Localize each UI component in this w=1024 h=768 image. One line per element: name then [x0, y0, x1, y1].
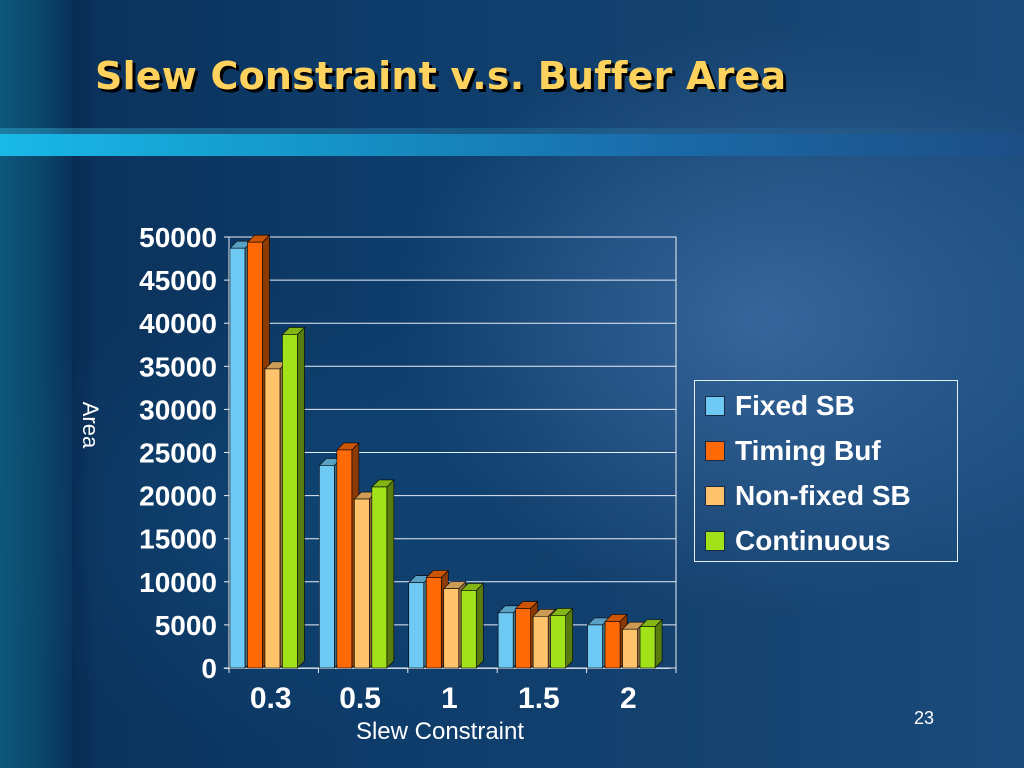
bar-side	[565, 607, 573, 669]
x-tick-label: 0.5	[339, 682, 381, 715]
legend-label: Timing Buf	[735, 435, 881, 466]
x-tick-label: 1.5	[518, 682, 560, 715]
legend-swatch	[705, 531, 725, 551]
bar-continuous-0.3	[282, 334, 298, 669]
y-tick-label: 30000	[139, 394, 217, 425]
chart-legend: Fixed SB Timing Buf Non-fixed SB Continu…	[694, 380, 958, 562]
bar-non-fixed-sb-0.3	[264, 368, 281, 669]
bar-timing-buf-0.3	[247, 241, 263, 669]
bar-non-fixed-sb-1	[443, 588, 460, 669]
bar-continuous-0.5	[371, 486, 388, 669]
page-number: 23	[914, 708, 935, 728]
bar-non-fixed-sb-2	[622, 628, 638, 669]
bar-continuous-1	[460, 590, 477, 669]
bar-side	[654, 618, 663, 669]
y-tick-label: 20000	[139, 481, 217, 512]
legend-swatch	[705, 441, 725, 461]
bar-fixed-sb-1.5	[497, 612, 514, 669]
legend-item-non-fixed-sb: Non-fixed SB	[705, 479, 911, 513]
y-tick-label: 45000	[139, 265, 217, 296]
legend-item-continuous: Continuous	[705, 524, 891, 558]
legend-label: Continuous	[735, 525, 891, 556]
legend-label: Fixed SB	[735, 390, 855, 421]
y-tick-label: 15000	[139, 524, 217, 555]
y-tick-label: 40000	[139, 308, 217, 339]
bar-continuous-1.5	[550, 615, 566, 669]
bar-fixed-sb-0.3	[229, 247, 246, 669]
legend-swatch	[705, 486, 725, 506]
y-tick-label: 35000	[139, 351, 217, 382]
y-tick-label: 50000	[139, 222, 217, 253]
header-bar	[0, 134, 1024, 156]
y-tick-label: 25000	[139, 438, 217, 469]
left-decor-shadow	[72, 0, 98, 768]
bar-fixed-sb-1	[408, 582, 425, 669]
bar-timing-buf-1.5	[515, 608, 531, 669]
slide-title: Slew Constraint v.s. Buffer Area	[95, 54, 787, 98]
legend-swatch	[705, 396, 725, 416]
legend-item-timing-buf: Timing Buf	[705, 434, 881, 468]
bar-timing-buf-2	[604, 621, 621, 669]
y-tick-label: 5000	[155, 610, 217, 641]
bar-timing-buf-0.5	[336, 449, 353, 669]
bar-side	[297, 326, 305, 669]
x-axis-label: Slew Constraint	[355, 718, 525, 745]
bar-side	[386, 479, 395, 669]
header-bar-glow	[0, 128, 1024, 134]
x-tick-label: 2	[620, 682, 637, 715]
bar-side	[475, 582, 484, 669]
bar-timing-buf-1	[425, 577, 442, 669]
left-decor-stripe	[0, 0, 72, 768]
y-axis-label: Area	[78, 401, 103, 449]
bar-continuous-2	[639, 626, 656, 669]
x-tick-label: 0.3	[250, 682, 292, 715]
bar-non-fixed-sb-1.5	[532, 615, 549, 669]
y-tick-label: 0	[201, 653, 217, 684]
y-tick-label: 10000	[139, 567, 217, 598]
legend-item-fixed-sb: Fixed SB	[705, 389, 855, 423]
legend-label: Non-fixed SB	[735, 480, 911, 511]
x-tick-label: 1	[441, 682, 458, 715]
bar-fixed-sb-0.5	[319, 465, 335, 669]
bar-non-fixed-sb-0.5	[354, 498, 370, 669]
bar-fixed-sb-2	[587, 624, 603, 669]
